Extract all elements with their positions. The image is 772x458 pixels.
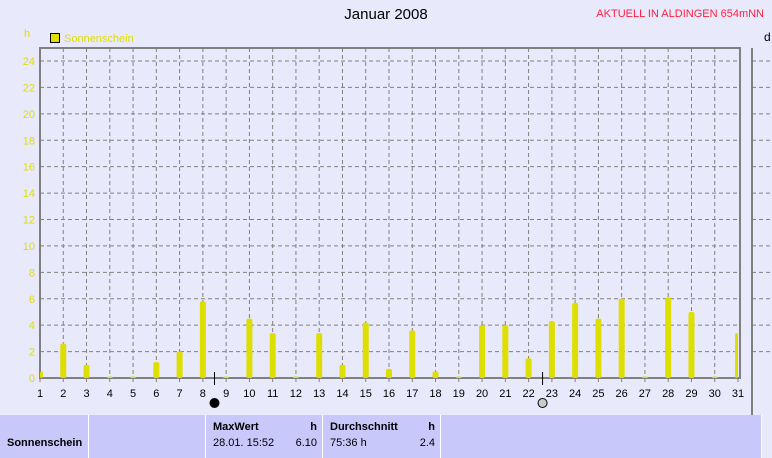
x-tick-label: 10 xyxy=(243,388,255,400)
y-tick-label: 4 xyxy=(29,320,35,332)
x-tick-label: 29 xyxy=(685,388,697,400)
x-tick-label: 5 xyxy=(130,388,136,400)
bar xyxy=(409,330,416,378)
y-tick-label: 14 xyxy=(23,188,35,200)
x-tick-label: 16 xyxy=(383,388,395,400)
y-tick-label: 22 xyxy=(23,82,35,94)
x-tick-label: 18 xyxy=(429,388,441,400)
bar xyxy=(618,298,625,378)
x-tick-label: 28 xyxy=(662,388,674,400)
empty-cell xyxy=(441,415,762,458)
x-tick-label: 3 xyxy=(83,388,89,400)
y-tick-label: 12 xyxy=(23,215,35,227)
x-tick-label: 26 xyxy=(616,388,628,400)
y-tick-label: 0 xyxy=(29,373,35,385)
empty-cell xyxy=(89,415,206,458)
x-tick-label: 14 xyxy=(336,388,348,400)
bar xyxy=(735,333,738,378)
x-tick-label: 24 xyxy=(569,388,581,400)
x-tick-label: 19 xyxy=(453,388,465,400)
bar xyxy=(432,371,439,378)
bar xyxy=(479,325,486,378)
avg-value: 2.4 xyxy=(419,437,435,449)
legend-swatch xyxy=(50,33,60,43)
max-cell: MaxWert h 28.01. 15:52 6.10 xyxy=(206,415,323,458)
x-tick-label: 4 xyxy=(107,388,113,400)
bar xyxy=(153,362,160,378)
x-tick-label: 22 xyxy=(522,388,534,400)
bar xyxy=(83,364,90,378)
bar xyxy=(106,376,113,378)
y-tick-label: 18 xyxy=(23,135,35,147)
bar xyxy=(223,376,230,378)
row-label: Sonnenschein xyxy=(7,437,83,449)
avg-cell: Durchschnitt h 75:36 h 2.4 xyxy=(323,415,441,458)
max-value: 6.10 xyxy=(295,437,317,449)
bar xyxy=(362,322,369,378)
y-tick-label: 2 xyxy=(29,347,35,359)
chart-title: Januar 2008 xyxy=(344,6,428,23)
x-tick-label: 27 xyxy=(639,388,651,400)
y-tick-label: 8 xyxy=(29,267,35,279)
bar xyxy=(572,302,579,378)
x-tick-label: 11 xyxy=(267,388,278,400)
bar xyxy=(60,343,67,378)
x-tick-label: 7 xyxy=(177,388,183,400)
full-moon-icon xyxy=(537,398,548,408)
x-tick-label: 9 xyxy=(223,388,229,400)
bar xyxy=(688,311,695,378)
bar xyxy=(292,376,299,378)
x-tick-label: 8 xyxy=(200,388,206,400)
max-date: 28.01. 15:52 xyxy=(213,437,275,449)
x-tick-label: 15 xyxy=(360,388,372,400)
x-tick-label: 21 xyxy=(499,388,511,400)
x-tick-label: 23 xyxy=(546,388,558,400)
bar xyxy=(665,297,672,378)
bar xyxy=(199,301,206,378)
x-tick-label: 2 xyxy=(60,388,66,400)
y-tick-label: 6 xyxy=(29,294,35,306)
x-tick-label: 30 xyxy=(709,388,721,400)
avg-unit: h xyxy=(428,421,435,433)
bar xyxy=(525,358,532,378)
bar xyxy=(339,364,346,378)
avg-total: 75:36 h xyxy=(330,437,367,449)
x-tick-label: 6 xyxy=(153,388,159,400)
bar xyxy=(176,351,183,378)
legend-label: Sonnenschein xyxy=(64,33,134,45)
x-tick-label: 31 xyxy=(732,388,744,400)
bar xyxy=(595,318,602,378)
y-tick-label: 20 xyxy=(23,109,35,121)
max-header: MaxWert xyxy=(213,421,259,433)
y-tick-label: 10 xyxy=(23,241,35,253)
bar xyxy=(269,333,276,378)
y-tick-label: 16 xyxy=(23,162,35,174)
x-tick-label: 1 xyxy=(37,388,43,400)
bar xyxy=(246,318,253,378)
avg-header: Durchschnitt xyxy=(330,421,398,433)
x-tick-label: 12 xyxy=(290,388,302,400)
y-tick-label: 24 xyxy=(23,56,35,68)
bar xyxy=(548,321,555,378)
bar xyxy=(711,376,718,378)
bar xyxy=(455,376,462,378)
row-label-cell: Sonnenschein xyxy=(0,415,89,458)
x-tick-label: 20 xyxy=(476,388,488,400)
bar xyxy=(316,333,323,378)
station-label: AKTUELL IN ALDINGEN 654mNN xyxy=(596,8,764,20)
x-tick-label: 17 xyxy=(406,388,418,400)
x-tick-label: 13 xyxy=(313,388,325,400)
x-tick-label: 25 xyxy=(592,388,604,400)
side-panel-label: d xyxy=(764,30,771,44)
bar xyxy=(386,368,392,378)
plot-frame xyxy=(39,47,741,379)
bar xyxy=(40,371,43,378)
bar xyxy=(641,376,648,378)
y-axis-label: h xyxy=(24,28,30,40)
new-moon-icon xyxy=(209,398,220,408)
max-unit: h xyxy=(310,421,317,433)
bar xyxy=(502,325,509,378)
bar xyxy=(130,376,137,378)
